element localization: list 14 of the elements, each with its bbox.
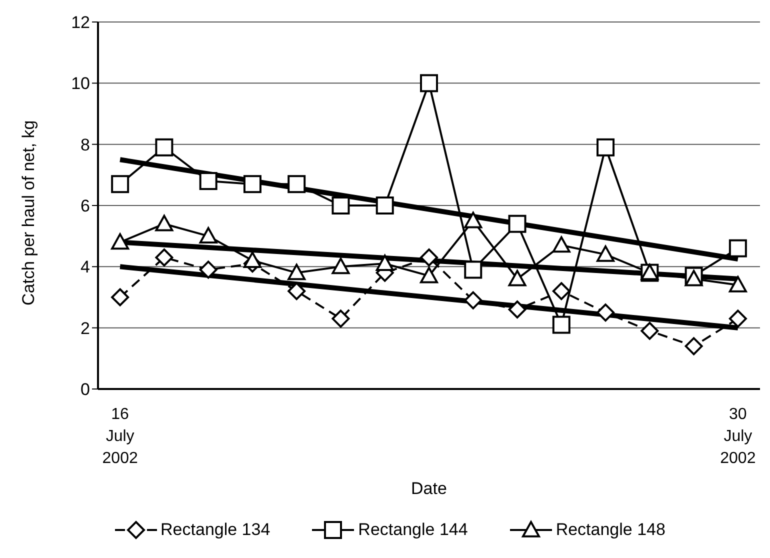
x-tick-label: 16 July 2002 <box>102 406 138 467</box>
y-tick-label: 10 <box>71 74 90 94</box>
x-axis-title: Date <box>411 479 447 498</box>
y-tick-label: 8 <box>80 135 90 154</box>
y-tick-label: 12 <box>71 13 90 32</box>
y-axis-title: Catch per haul of net, kg <box>19 120 38 306</box>
y-tick-label: 0 <box>80 380 90 400</box>
y-tick-label: 2 <box>80 318 90 338</box>
y-tick-label: 4 <box>80 258 90 277</box>
legend-label: Rectangle 144 <box>358 520 468 540</box>
legend-label: Rectangle 148 <box>556 520 666 540</box>
legend-label: Rectangle 134 <box>160 520 270 540</box>
x-tick-label: 30 July 2002 <box>720 406 756 467</box>
y-tick-label: 6 <box>80 196 90 216</box>
